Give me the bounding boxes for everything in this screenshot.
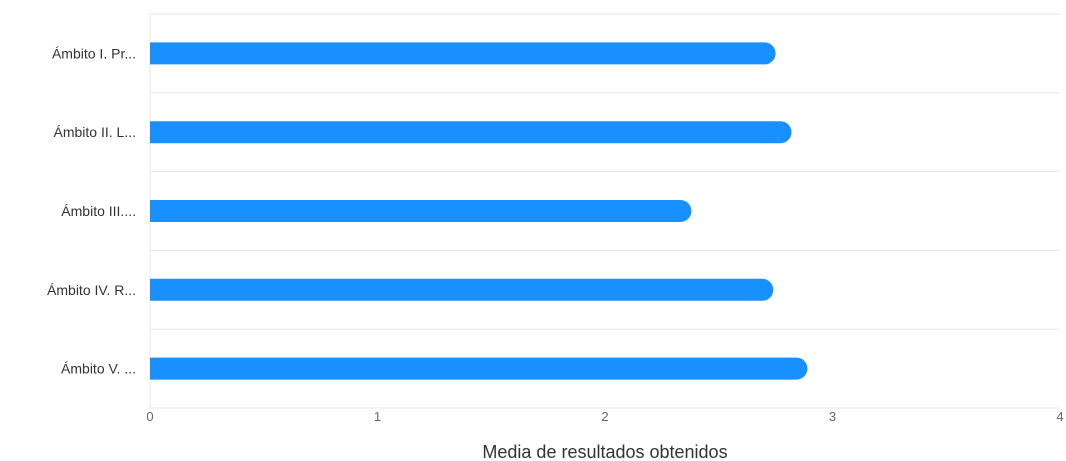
x-tick-label: 2 <box>601 409 608 424</box>
bar[interactable] <box>150 121 792 144</box>
category-label: Ámbito V. ... <box>61 361 136 377</box>
bar-layer <box>150 42 808 380</box>
bar[interactable] <box>150 200 692 222</box>
x-tick-labels: 0 1 2 3 4 <box>146 409 1063 424</box>
x-axis-title: Media de resultados obtenidos <box>482 442 727 461</box>
bar[interactable] <box>150 278 774 301</box>
category-label: Ámbito III.... <box>61 203 136 219</box>
category-label: Ámbito I. Pr... <box>52 45 136 61</box>
category-labels: Ámbito I. Pr... Ámbito II. L... Ámbito III… <box>47 45 136 376</box>
bar[interactable] <box>150 42 776 65</box>
x-tick-label: 4 <box>1056 409 1063 424</box>
bar[interactable] <box>150 357 808 380</box>
category-label: Ámbito IV. R... <box>47 282 136 298</box>
x-tick-label: 3 <box>829 409 836 424</box>
grid-layer <box>149 13 1060 409</box>
x-tick-label: 1 <box>374 409 381 424</box>
x-tick-label: 0 <box>146 409 153 424</box>
category-label: Ámbito II. L... <box>54 124 136 140</box>
